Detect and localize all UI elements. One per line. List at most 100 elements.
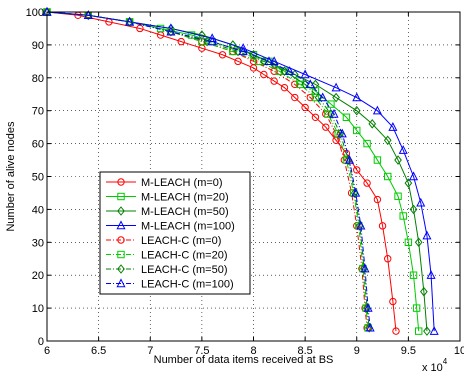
data-point: [198, 37, 206, 46]
y-tick-label: 70: [32, 106, 44, 118]
data-point: [409, 171, 419, 181]
x-tick-label: 9.5: [401, 345, 416, 357]
data-point: [363, 303, 373, 312]
data-point: [260, 70, 268, 79]
data-point: [254, 57, 263, 66]
data-point: [345, 154, 355, 164]
legend-label: LEACH-C (m=100): [141, 279, 234, 291]
data-point: [352, 105, 361, 116]
x-tick-label: 6.5: [91, 345, 106, 357]
y-tick-label: 80: [32, 73, 44, 85]
data-point: [404, 178, 413, 188]
y-tick-label: 0: [38, 336, 44, 348]
legend: M-LEACH (m=0) M-LEACH (m=20) M-LEACH (m=50…: [99, 171, 251, 295]
data-point: [331, 82, 341, 92]
data-point: [404, 238, 413, 247]
data-point: [84, 10, 93, 21]
data-point: [356, 220, 366, 230]
legend-label: LEACH-C (m=20): [141, 250, 228, 262]
data-point: [136, 24, 144, 33]
data-point: [229, 40, 237, 50]
data-point: [249, 57, 258, 66]
data-point: [207, 33, 217, 43]
data-point: [351, 187, 361, 197]
y-tick-label: 30: [32, 237, 44, 249]
x-axis-multiplier-base: x 10: [422, 362, 443, 374]
data-point: [353, 126, 361, 135]
data-point: [394, 192, 402, 200]
data-point: [383, 135, 392, 146]
data-point: [363, 139, 371, 148]
y-axis-label: Number of alive nodes: [5, 121, 17, 232]
data-point: [125, 16, 135, 26]
data-point: [378, 222, 387, 230]
data-point: [125, 17, 134, 27]
data-point: [353, 166, 361, 174]
y-tick-label: 90: [32, 40, 44, 52]
data-point: [207, 36, 217, 46]
x-tick-label: 7.5: [194, 345, 209, 357]
data-point: [167, 23, 175, 34]
data-point: [423, 326, 431, 336]
data-point: [365, 322, 375, 332]
x-tick-label: 6: [44, 345, 50, 357]
y-tick-label: 20: [32, 270, 44, 282]
legend-marker: [117, 236, 125, 244]
data-point: [301, 103, 309, 112]
legend-marker: [117, 264, 125, 274]
data-point: [311, 79, 320, 90]
x-axis-label: Number of data items received at BS: [154, 354, 334, 366]
data-point: [177, 37, 185, 46]
data-point: [285, 66, 295, 75]
data-point: [259, 56, 268, 67]
y-tick-label: 60: [32, 139, 44, 151]
data-point: [270, 67, 278, 75]
data-point: [218, 51, 227, 59]
data-point: [414, 237, 423, 248]
x-tick-label: 7: [147, 345, 153, 357]
data-point: [291, 93, 299, 102]
data-point: [229, 47, 237, 56]
data-point: [373, 156, 382, 164]
legend-label: M-LEACH (m=0): [141, 177, 223, 189]
legend-marker: [117, 192, 125, 201]
data-point: [389, 297, 397, 306]
x-tick-label: 10: [454, 345, 464, 357]
legend-marker: [116, 278, 126, 288]
data-point: [269, 56, 279, 66]
data-point: [314, 92, 323, 103]
data-point: [167, 26, 175, 37]
series-line: [46, 11, 369, 328]
data-point: [166, 26, 176, 36]
data-point: [422, 230, 432, 240]
y-tick-label: 50: [32, 172, 44, 184]
x-tick-label: 9: [354, 345, 360, 357]
y-tick-label: 100: [26, 7, 44, 19]
data-point: [329, 108, 339, 118]
x-axis-multiplier: x 104: [422, 357, 448, 374]
legend-marker: [116, 220, 126, 230]
legend-label: LEACH-C (m=0): [141, 235, 221, 247]
legend-box: [99, 171, 251, 295]
data-point: [399, 212, 407, 220]
data-point: [412, 304, 421, 312]
data-point: [306, 93, 314, 102]
data-point: [429, 326, 439, 335]
y-tick-label: 10: [32, 303, 44, 315]
data-point: [394, 155, 402, 165]
data-point: [420, 286, 428, 297]
legend-marker: [117, 178, 125, 186]
legend-marker: [117, 206, 125, 216]
data-point: [368, 119, 377, 129]
data-point: [342, 113, 351, 121]
data-point: [337, 128, 347, 138]
data-point: [238, 46, 248, 56]
legend-label: M-LEACH (m=50): [141, 206, 229, 218]
data-point: [415, 327, 423, 335]
data-point: [322, 123, 330, 131]
data-point: [388, 122, 398, 131]
legend-label: M-LEACH (m=100): [141, 221, 235, 233]
data-point: [416, 197, 426, 207]
